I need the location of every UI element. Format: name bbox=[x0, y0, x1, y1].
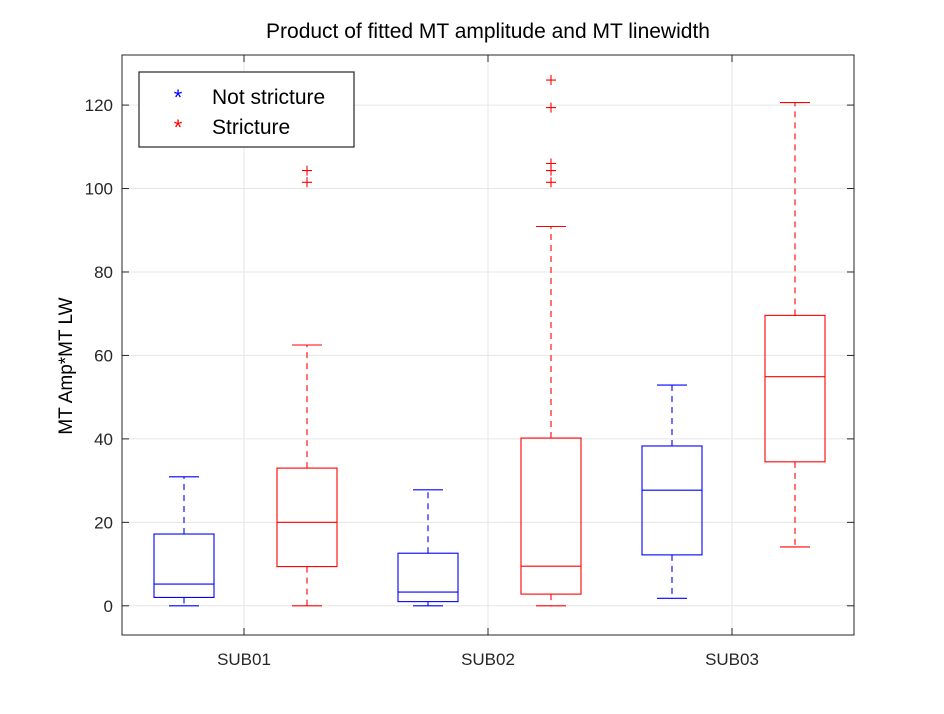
box-plot-series bbox=[153, 75, 826, 607]
x-tick-label: SUB02 bbox=[461, 650, 515, 669]
axis-ticks: 0 20 40 60 80 100 120 SUB01 SUB02 SUB03 bbox=[85, 55, 854, 669]
outlier-point bbox=[546, 177, 556, 188]
outlier-point bbox=[546, 158, 556, 169]
outlier-point bbox=[546, 75, 556, 86]
box-stricture-sub03 bbox=[764, 102, 826, 548]
grid-lines bbox=[122, 55, 854, 635]
iqr-box bbox=[397, 552, 459, 603]
y-tick-label: 60 bbox=[94, 346, 113, 365]
y-tick-label: 20 bbox=[94, 513, 113, 532]
y-tick-label: 100 bbox=[85, 180, 113, 199]
x-tick-label: SUB01 bbox=[217, 650, 271, 669]
iqr-box bbox=[153, 533, 215, 598]
outlier-point bbox=[302, 165, 312, 176]
box-stricture-sub02 bbox=[520, 75, 582, 607]
y-tick-label: 40 bbox=[94, 430, 113, 449]
outlier-point bbox=[302, 177, 312, 188]
legend-marker-stricture: * bbox=[174, 115, 183, 140]
iqr-box bbox=[641, 445, 703, 556]
box-stricture-sub01 bbox=[276, 165, 338, 607]
y-tick-label: 120 bbox=[85, 96, 113, 115]
legend-label-stricture: Stricture bbox=[212, 116, 290, 139]
chart-title: Product of fitted MT amplitude and MT li… bbox=[266, 20, 710, 43]
legend-marker-not-stricture: * bbox=[174, 85, 183, 110]
box-not-stricture-sub02 bbox=[397, 489, 459, 607]
y-tick-label: 0 bbox=[104, 597, 113, 616]
legend: * Not stricture * Stricture bbox=[138, 71, 355, 148]
outlier-point bbox=[546, 102, 556, 113]
legend-label-not-stricture: Not stricture bbox=[212, 86, 325, 109]
box-not-stricture-sub03 bbox=[641, 384, 703, 599]
legend-box bbox=[138, 71, 355, 148]
iqr-box bbox=[276, 467, 338, 568]
iqr-box bbox=[520, 437, 582, 595]
box-not-stricture-sub01 bbox=[153, 476, 215, 607]
iqr-box bbox=[764, 314, 826, 463]
y-axis-label: MT Amp*MT LW bbox=[56, 297, 77, 434]
x-tick-label: SUB03 bbox=[705, 650, 759, 669]
y-tick-label: 80 bbox=[94, 263, 113, 282]
